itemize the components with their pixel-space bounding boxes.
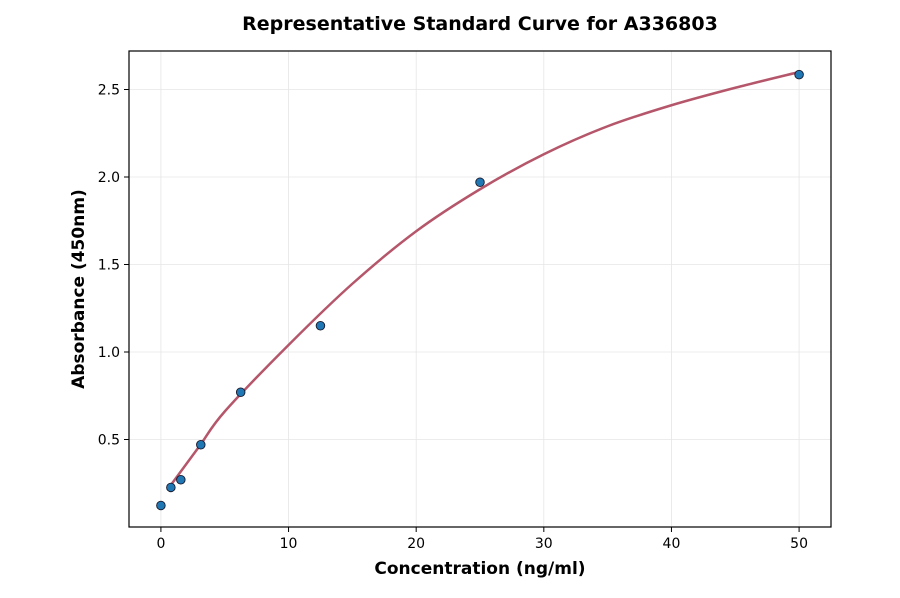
y-axis-label: Absorbance (450nm) <box>69 189 89 389</box>
data-point <box>315 321 326 331</box>
data-point <box>475 177 485 187</box>
chart-title: Representative Standard Curve for A33680… <box>242 13 718 35</box>
x-tick-label: 40 <box>663 536 681 552</box>
y-tick-label: 1.5 <box>98 258 120 274</box>
x-tick-label: 20 <box>407 536 425 552</box>
y-tick-label: 1.0 <box>98 345 120 361</box>
data-point <box>235 387 246 398</box>
data-point <box>196 440 206 450</box>
y-axis-ticks: 0.5 1.0 1.5 2.0 2.5 <box>98 83 129 449</box>
x-tick-label: 0 <box>156 536 165 552</box>
x-tick-label: 10 <box>280 536 298 552</box>
data-point <box>794 69 804 80</box>
y-tick-label: 0.5 <box>98 433 120 449</box>
y-tick-label: 2.0 <box>98 170 120 186</box>
x-axis-label: Concentration (ng/ml) <box>374 559 585 579</box>
grid <box>129 51 831 527</box>
x-axis-ticks: 0 10 20 30 40 50 <box>156 527 808 552</box>
data-point <box>176 475 186 485</box>
y-tick-label: 2.5 <box>98 83 120 99</box>
curve-line <box>169 70 800 486</box>
x-tick-label: 50 <box>790 536 808 552</box>
plot-frame <box>128 50 832 528</box>
data-point <box>166 482 176 493</box>
data-points <box>156 69 804 511</box>
x-tick-label: 30 <box>535 536 553 552</box>
data-point <box>156 500 166 511</box>
fitted-curve <box>169 70 800 486</box>
